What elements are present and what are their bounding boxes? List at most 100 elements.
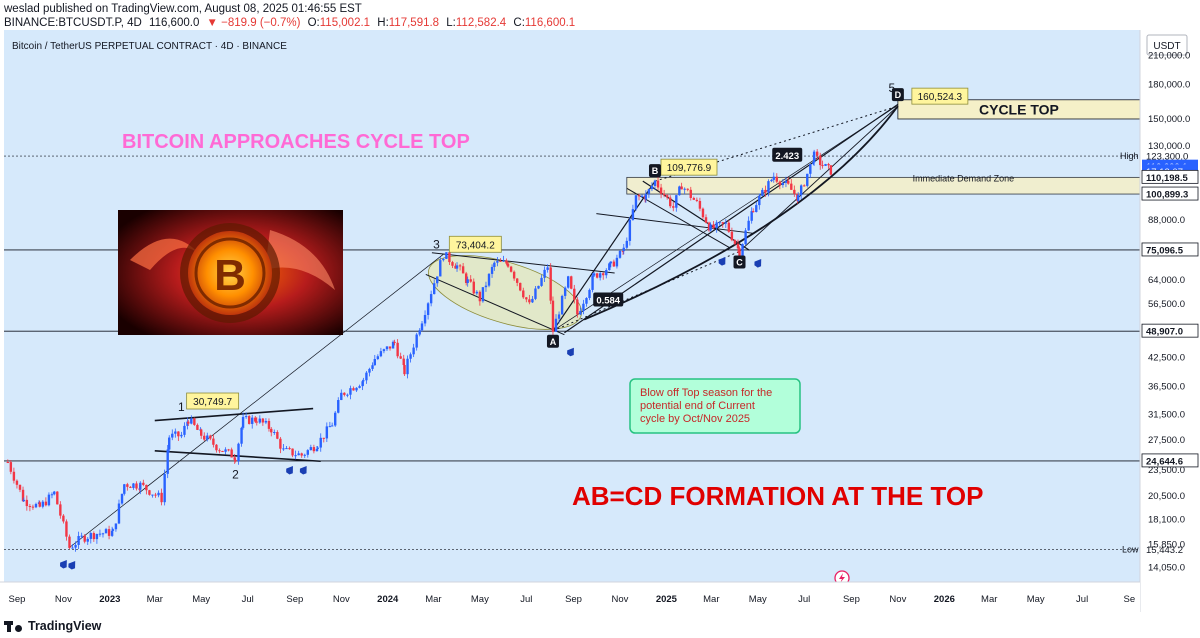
candle-body <box>709 224 712 231</box>
chart-panel[interactable]: CYCLE TOP Immediate Demand Zone 30,749.7 7… <box>0 30 1200 612</box>
candle-body <box>34 503 38 508</box>
candle-body <box>92 533 96 540</box>
rocket-icon <box>60 559 67 569</box>
y-tick-label: 88,000.0 <box>1148 215 1185 226</box>
note-line-1: Blow off Top season for the <box>640 387 772 399</box>
candle-body <box>180 434 183 437</box>
time-axis[interactable] <box>0 582 1140 612</box>
candle-body <box>371 365 374 369</box>
candle-body <box>358 386 361 388</box>
x-tick-label: Jul <box>520 594 532 605</box>
y-tick-label: 150,000.0 <box>1148 114 1190 125</box>
candle-body <box>297 453 300 456</box>
rocket-icon <box>299 465 307 475</box>
price-labels: HighLow123,300.0116,600.117:13:07110,198… <box>1120 151 1199 556</box>
candle-body <box>827 164 830 166</box>
candle-body <box>80 535 83 537</box>
candle-body <box>790 183 793 190</box>
candle-body <box>595 273 599 278</box>
high-value: 117,591.8 <box>388 17 440 29</box>
wave-2-label: 2 <box>232 468 239 482</box>
candle-body <box>557 314 561 319</box>
candle-body <box>247 416 251 424</box>
candle-body <box>631 209 635 220</box>
candle-body <box>445 252 448 259</box>
candle-body <box>221 450 224 452</box>
currency-button[interactable] <box>1146 34 1188 56</box>
candle-body <box>264 420 268 423</box>
y-tick-label: 56,500.0 <box>1148 299 1185 310</box>
point-a-label: A <box>550 337 557 347</box>
candle-body <box>254 417 257 422</box>
candle-body <box>418 330 421 335</box>
candle-body <box>303 454 306 456</box>
candle-body <box>656 180 660 188</box>
candle-body <box>650 185 654 190</box>
candle-body <box>478 291 482 302</box>
candle-body <box>576 299 579 315</box>
candle-body <box>276 432 279 439</box>
x-tick-label: Mar <box>703 594 719 605</box>
candle-body <box>612 261 616 267</box>
candle-body <box>525 297 528 300</box>
candle-body <box>605 270 608 276</box>
candle-body <box>38 502 41 507</box>
candle-body <box>373 359 376 366</box>
candle-body <box>448 252 451 263</box>
wave-3-label: 3 <box>433 237 440 251</box>
candle-body <box>193 418 196 425</box>
point-b-label-box <box>648 164 661 178</box>
x-tick-label: Nov <box>55 594 72 605</box>
dotted-line-bd <box>654 105 899 182</box>
x-tick-label: Sep <box>565 594 582 605</box>
trend-line <box>596 213 754 234</box>
candle-body <box>403 365 406 375</box>
candle-body <box>241 416 245 428</box>
candle-body <box>675 195 678 208</box>
candle-body <box>28 506 32 508</box>
candle-body <box>551 300 555 332</box>
note-line-2: potential end of Current <box>640 400 755 412</box>
candle-body <box>472 281 475 294</box>
candle-body <box>770 179 773 182</box>
candle-body <box>25 499 29 507</box>
candle-body <box>490 266 494 274</box>
candle-body <box>233 457 236 460</box>
candle-body <box>306 450 309 455</box>
candle-body <box>803 185 806 187</box>
price-label: 75,096.5 <box>1146 245 1184 256</box>
candle-body <box>454 265 457 269</box>
symbol-ohlc-row: BINANCE:BTCUSDT.P, 4D 116,600.0 ▼ −819.9… <box>4 16 579 30</box>
candle-body <box>602 273 605 276</box>
candle-body <box>402 358 405 366</box>
price-label: 24,644.6 <box>1146 456 1183 467</box>
candle-body <box>83 535 86 542</box>
candle-body <box>206 435 209 440</box>
price-chart[interactable]: CYCLE TOP Immediate Demand Zone 30,749.7 7… <box>0 30 1200 612</box>
candle-body <box>493 262 496 267</box>
candle-body <box>261 418 265 423</box>
candle-body <box>12 471 16 481</box>
candle-body <box>196 424 199 430</box>
point-c-label: C <box>736 257 743 267</box>
rocket-icon <box>718 257 726 266</box>
candle-body <box>665 195 669 198</box>
candle-body <box>18 484 22 490</box>
candle-body <box>718 222 721 224</box>
low-marker-label: Low <box>1122 544 1139 554</box>
candle-body <box>592 273 596 276</box>
candle-body <box>203 435 206 440</box>
note-callout: Blow off Top season for the potential en… <box>629 378 801 434</box>
open-label: O: <box>307 17 320 29</box>
trend-line <box>431 252 615 274</box>
candle-body <box>588 289 591 299</box>
price-axis[interactable] <box>1140 30 1200 612</box>
candle-body <box>77 535 80 545</box>
candle-body <box>712 224 715 229</box>
candle-body <box>686 188 689 190</box>
y-tick-label: 14,050.0 <box>1148 562 1185 573</box>
wave-3-price-label: 73,404.2 <box>456 240 495 251</box>
candle-body <box>715 222 718 229</box>
candle-body <box>812 162 815 165</box>
candle-body <box>288 448 291 450</box>
